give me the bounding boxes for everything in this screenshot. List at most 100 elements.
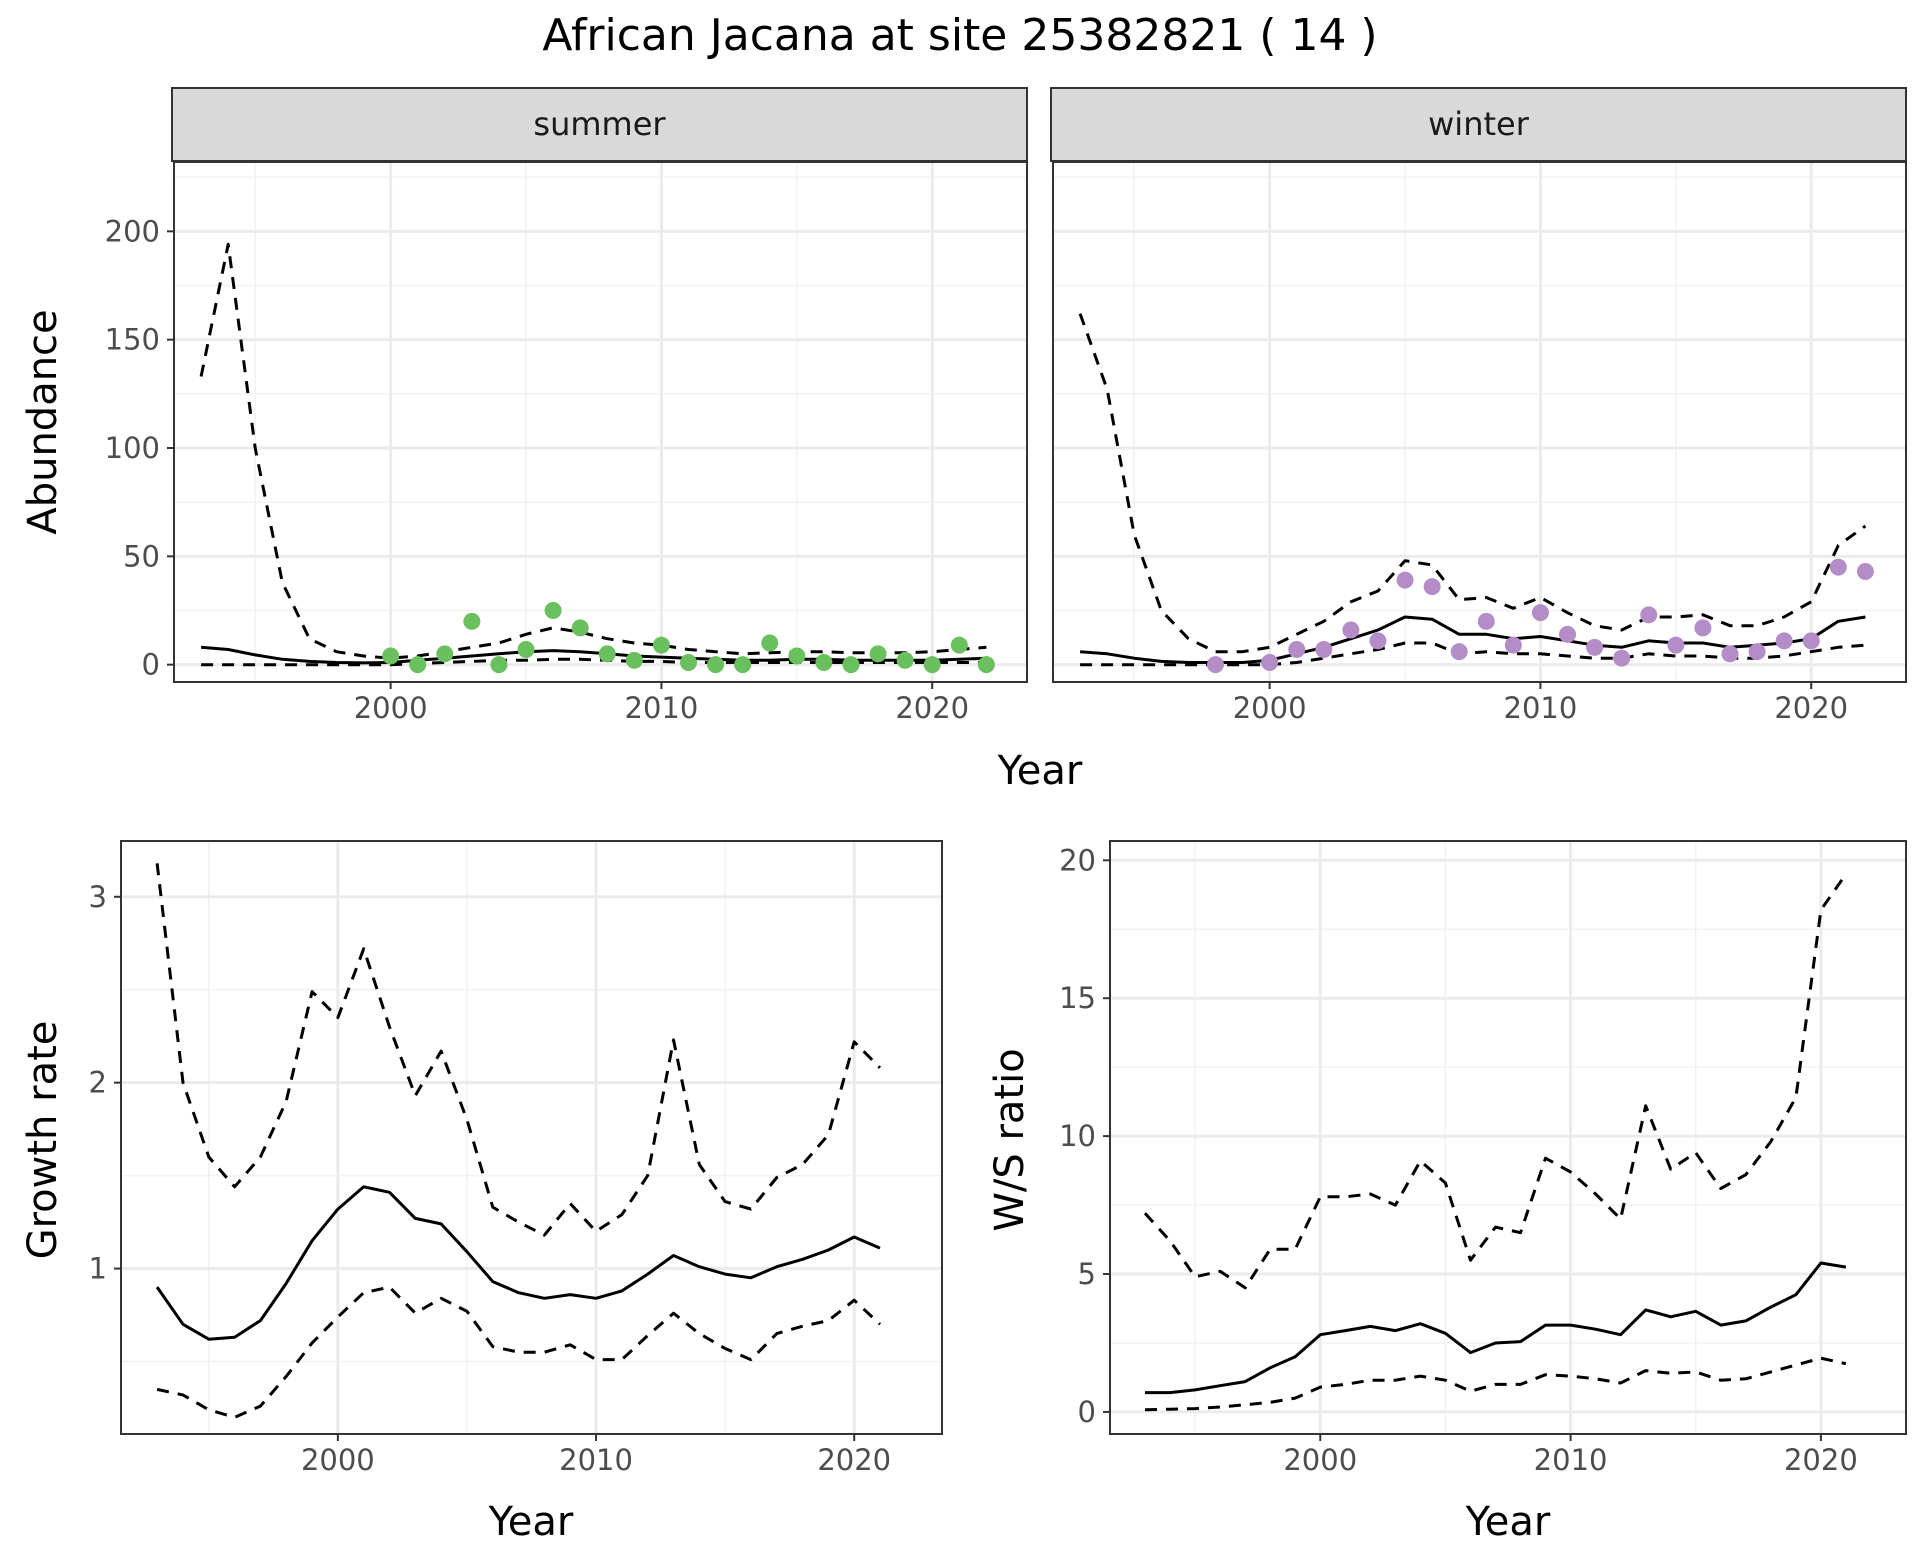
observation-point <box>436 645 454 663</box>
y-tick-label: 5 <box>1078 1257 1096 1291</box>
x-tick-label: 2010 <box>1534 1443 1608 1477</box>
ratio-y-axis-label: W/S ratio <box>987 1048 1033 1231</box>
y-tick-label: 10 <box>1059 1119 1096 1153</box>
observation-point <box>1477 612 1495 630</box>
observation-point <box>1694 619 1712 637</box>
y-tick-label: 2 <box>89 1066 107 1100</box>
observation-point <box>625 651 643 669</box>
observation-point <box>1369 632 1387 650</box>
x-tick-label: 2020 <box>895 691 969 725</box>
y-tick-label: 15 <box>1059 981 1096 1015</box>
observation-point <box>1667 636 1685 654</box>
strip-label-summer: summer <box>533 105 666 143</box>
observation-point <box>815 654 833 671</box>
y-tick-label: 1 <box>89 1252 107 1286</box>
observation-point <box>896 651 914 669</box>
observation-point <box>1559 625 1577 643</box>
observation-point <box>1315 641 1333 658</box>
observation-point <box>1775 632 1793 650</box>
observation-point <box>842 656 860 674</box>
observation-point <box>1721 645 1739 663</box>
observation-point <box>1206 656 1224 674</box>
observation-point <box>1261 654 1279 671</box>
lower-bound-line <box>1144 1356 1847 1412</box>
y-tick-label: 0 <box>1078 1395 1096 1429</box>
y-tick-label: 50 <box>123 539 160 573</box>
upper-bound-line <box>155 863 882 1237</box>
x-tick-label: 2010 <box>559 1443 633 1477</box>
top-x-axis-label: Year <box>997 748 1083 794</box>
strip-label-winter: winter <box>1428 105 1530 143</box>
observation-point <box>463 612 481 630</box>
observation-point <box>544 602 562 619</box>
observation-point <box>1342 621 1360 639</box>
observation-point <box>707 656 725 674</box>
observation-point <box>1829 558 1847 576</box>
upper-bound-line <box>199 242 987 660</box>
observation-point <box>1802 632 1820 650</box>
observation-point <box>1613 649 1631 667</box>
observation-point <box>680 654 698 671</box>
x-tick-label: 2000 <box>301 1443 375 1477</box>
panel-border <box>1109 840 1907 1435</box>
x-tick-label: 2000 <box>1283 1443 1357 1477</box>
plot-background <box>174 162 1027 682</box>
growth-y-axis-label: Growth rate <box>20 1021 66 1260</box>
y-tick-label: 0 <box>142 648 160 682</box>
observation-point <box>734 656 752 674</box>
observation-point <box>977 656 995 674</box>
observation-point <box>382 647 400 665</box>
x-tick-label: 2010 <box>1504 691 1578 725</box>
mean-line <box>155 1185 881 1341</box>
strip-summer: summer <box>171 87 1028 162</box>
growth-rate-panel: 2000 2010 2020 1 2 3 <box>89 840 943 1477</box>
x-tick-label: 2010 <box>625 691 699 725</box>
y-tick-label: 150 <box>105 323 160 357</box>
observation-point <box>1748 643 1766 661</box>
observation-point <box>571 619 589 637</box>
x-tick-label: 2020 <box>1784 1443 1858 1477</box>
observation-point <box>1531 604 1549 622</box>
observation-point <box>869 645 887 663</box>
observation-point <box>409 656 427 674</box>
mean-line <box>1145 1261 1847 1395</box>
observation-point <box>1288 641 1306 658</box>
figure-title: African Jacana at site 25382821 ( 14 ) <box>542 10 1377 61</box>
y-tick-label: 20 <box>1059 843 1096 877</box>
observation-point <box>1423 578 1441 596</box>
y-tick-label: 200 <box>105 214 160 248</box>
observation-point <box>652 636 670 654</box>
observation-point <box>923 656 941 674</box>
panel-border <box>120 840 943 1435</box>
x-tick-label: 2000 <box>1233 691 1307 725</box>
observation-point <box>517 641 535 658</box>
summer-abundance-panel: 2000 2010 2020 0 50 100 150 200 <box>105 161 1028 725</box>
lower-bound-line <box>156 1285 882 1419</box>
x-tick-label: 2000 <box>354 691 428 725</box>
observation-point <box>598 645 616 663</box>
panel-border <box>173 161 1028 683</box>
observation-point <box>490 656 508 674</box>
x-tick-label: 2020 <box>1774 691 1848 725</box>
top-y-axis-label: Abundance <box>20 309 66 534</box>
observation-point <box>1856 563 1874 580</box>
ratio-x-axis-label: Year <box>1465 1499 1551 1545</box>
plot-background <box>1053 162 1906 682</box>
strip-winter: winter <box>1050 87 1907 162</box>
observation-point <box>1586 638 1604 656</box>
observation-point <box>1504 636 1522 654</box>
x-tick-label: 2020 <box>817 1443 891 1477</box>
observation-point <box>950 636 968 654</box>
growth-x-axis-label: Year <box>488 1499 574 1545</box>
winter-abundance-panel: 2000 2010 2020 <box>1052 161 1907 725</box>
observation-point <box>761 634 779 652</box>
observation-point <box>1450 643 1468 661</box>
upper-bound-line <box>1078 313 1867 654</box>
y-tick-label: 100 <box>105 431 160 465</box>
ws-ratio-panel: 2000 2010 2020 0 5 10 15 20 <box>1059 840 1907 1477</box>
y-tick-label: 3 <box>89 880 107 914</box>
observation-point <box>788 647 806 665</box>
upper-bound-line <box>1143 873 1848 1290</box>
observation-point <box>1396 571 1414 589</box>
